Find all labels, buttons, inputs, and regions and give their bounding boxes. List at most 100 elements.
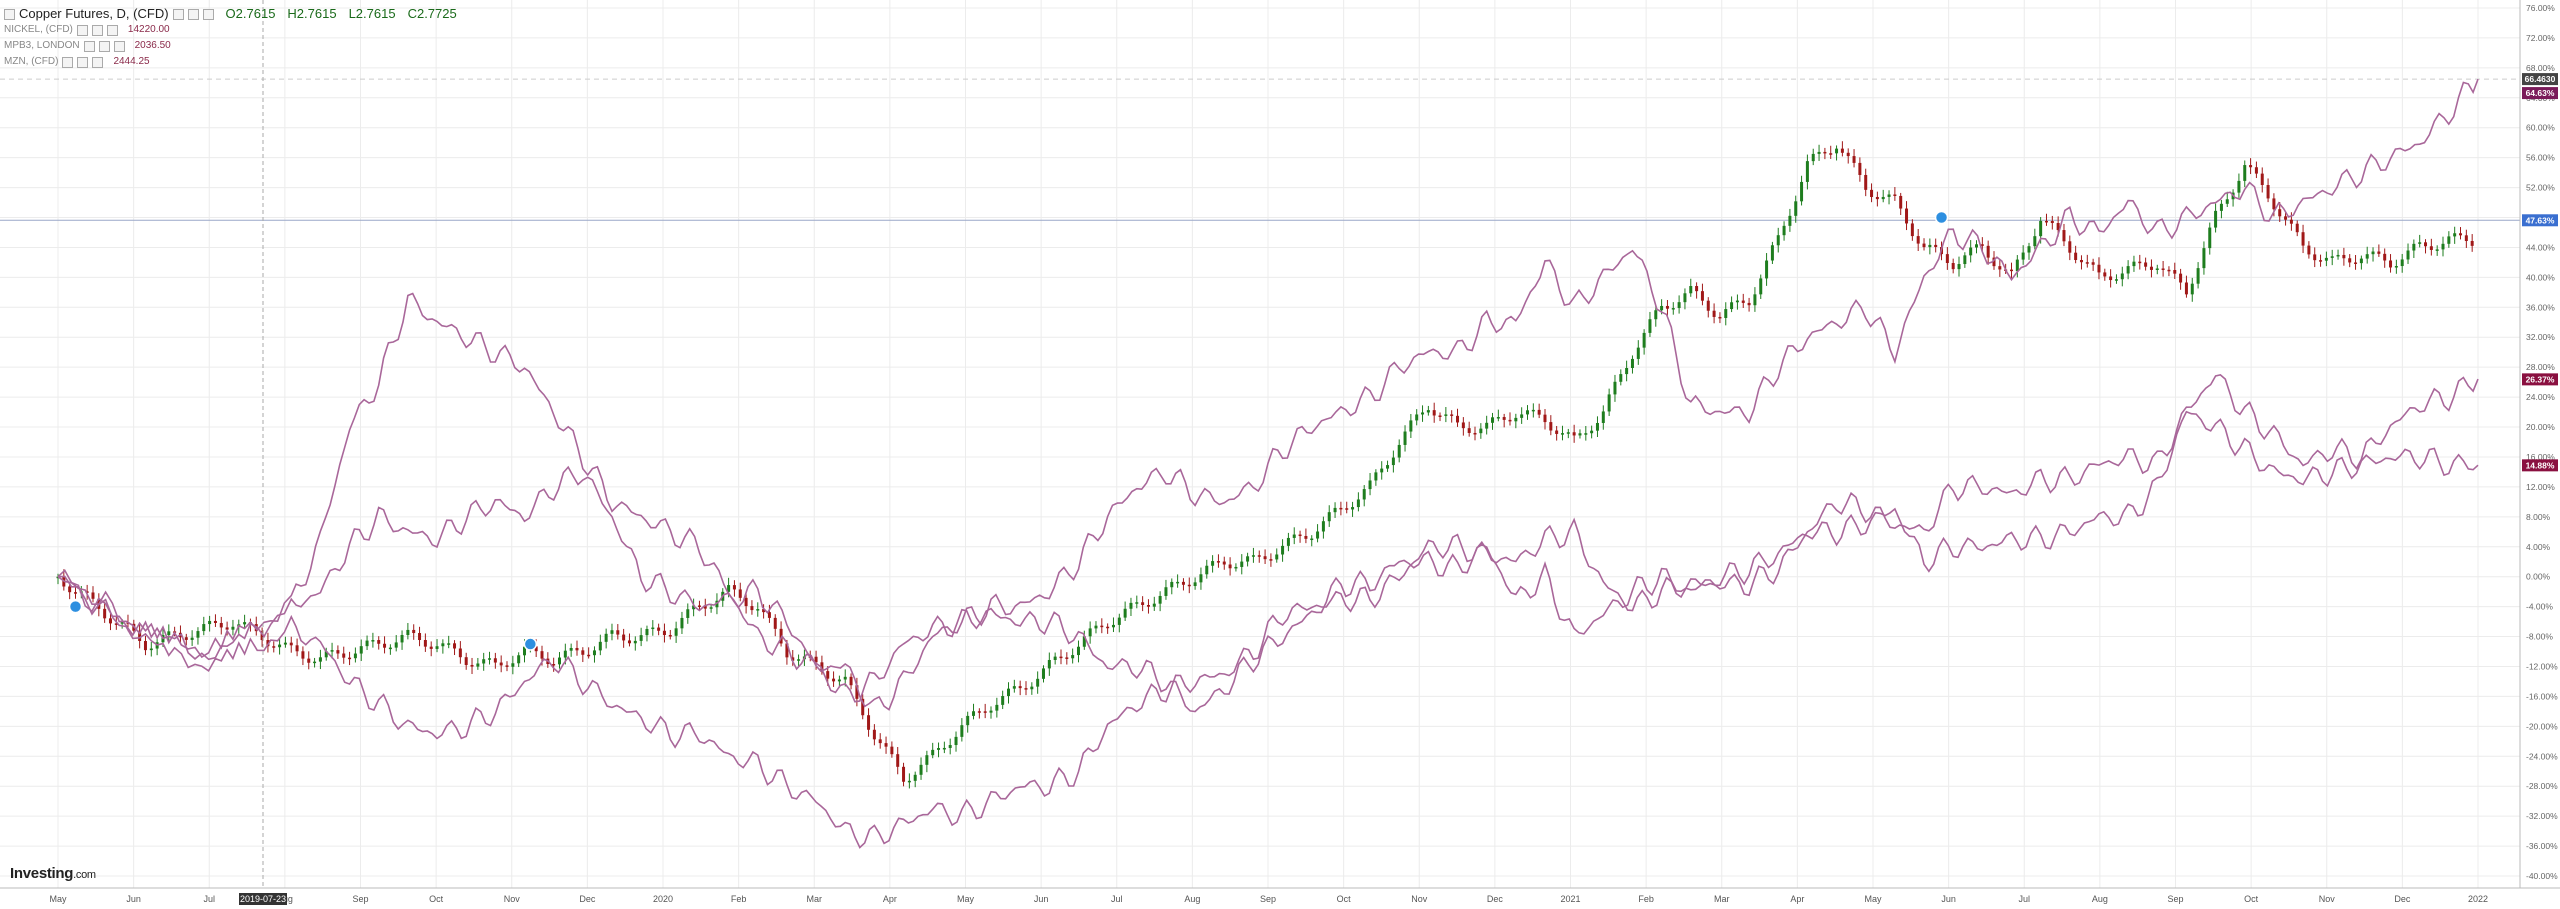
candle-body xyxy=(1450,414,1454,416)
x-tick-label: May xyxy=(49,894,67,904)
price-badge xyxy=(2522,459,2558,472)
y-tick-label: -24.00% xyxy=(2526,751,2558,761)
candle-body xyxy=(1094,625,1098,629)
candle-body xyxy=(2330,256,2334,258)
x-tick-label: Dec xyxy=(579,894,596,904)
candle-body xyxy=(1648,319,1652,333)
candle-body xyxy=(1496,417,1500,419)
candle-body xyxy=(1240,561,1244,567)
candle-body xyxy=(896,754,900,767)
candle-body xyxy=(1875,196,1879,200)
crosshair-date-label: 2019-07-23 xyxy=(240,894,286,904)
candle-body xyxy=(1916,236,1920,244)
candle-body xyxy=(2120,273,2124,280)
y-tick-label: 68.00% xyxy=(2526,63,2555,73)
candle-body xyxy=(1205,565,1209,575)
candle-body xyxy=(511,663,515,667)
candle-body xyxy=(2249,165,2253,168)
y-tick-label: 60.00% xyxy=(2526,123,2555,133)
candle-body xyxy=(458,648,462,658)
hide-icon[interactable] xyxy=(91,24,103,36)
candle-body xyxy=(1642,332,1646,348)
candle-body xyxy=(103,608,107,619)
candle-body xyxy=(703,606,707,609)
price-badge-label: 66.4630 xyxy=(2525,74,2556,84)
legend-overlay-row[interactable]: NICKEL, (CFD) 14220.00 xyxy=(4,22,457,38)
candle-body xyxy=(2068,241,2072,253)
candle-body xyxy=(1146,605,1150,607)
hide-icon[interactable] xyxy=(77,56,89,68)
y-tick-label: 40.00% xyxy=(2526,272,2555,282)
candle-body xyxy=(1753,294,1757,306)
series-layer xyxy=(56,78,2479,849)
candle-body xyxy=(1123,608,1127,618)
candle-body xyxy=(1158,595,1162,604)
candle-body xyxy=(2459,233,2463,236)
x-tick-label: Oct xyxy=(2244,894,2259,904)
collapse-icon[interactable] xyxy=(4,8,15,20)
candle-body xyxy=(581,650,585,655)
close-icon[interactable] xyxy=(106,24,118,36)
candle-body xyxy=(832,678,836,682)
candle-body xyxy=(1508,419,1512,422)
close-icon[interactable] xyxy=(92,56,104,68)
legend-overlay-row[interactable]: MPB3, LONDON 2036.50 xyxy=(4,38,457,54)
candle-body xyxy=(1864,174,1868,190)
candle-body xyxy=(1368,480,1372,490)
candle-body xyxy=(913,774,917,781)
legend-main-row[interactable]: Copper Futures, D, (CFD) O2.7615 H2.7615… xyxy=(4,6,457,22)
legend: Copper Futures, D, (CFD) O2.7615 H2.7615… xyxy=(4,6,457,70)
candle-body xyxy=(1555,430,1559,434)
candle-body xyxy=(2149,266,2153,270)
candle-body xyxy=(418,633,422,641)
settings-icon[interactable] xyxy=(62,56,74,68)
candle-body xyxy=(1835,148,1839,154)
candle-body xyxy=(2039,220,2043,237)
candle-body xyxy=(2301,232,2305,246)
candle-body xyxy=(1584,433,1588,435)
candle-body xyxy=(1566,432,1570,434)
x-tick-label: 2021 xyxy=(1560,894,1580,904)
candle-body xyxy=(995,704,999,711)
candle-body xyxy=(476,663,480,667)
hide-icon[interactable] xyxy=(98,40,110,52)
candle-body xyxy=(1082,636,1086,647)
candle-body xyxy=(960,725,964,737)
candle-body xyxy=(2097,264,2101,273)
settings-icon[interactable] xyxy=(172,8,184,20)
candle-body xyxy=(715,600,719,608)
candle-body xyxy=(575,647,579,651)
candle-body xyxy=(1741,300,1745,303)
candle-body xyxy=(2453,233,2457,237)
ohlc-low: L2.7615 xyxy=(348,6,396,21)
close-icon[interactable] xyxy=(202,8,214,20)
candle-body xyxy=(412,629,416,634)
legend-overlay-row[interactable]: MZN, (CFD) 2444.25 xyxy=(4,54,457,70)
settings-icon[interactable] xyxy=(83,40,95,52)
candle-body xyxy=(1339,507,1343,510)
candle-body xyxy=(2103,272,2107,277)
logo-brand: Investing xyxy=(10,865,74,882)
candle-body xyxy=(1531,409,1535,412)
candle-body xyxy=(1216,561,1220,563)
candle-body xyxy=(627,640,631,644)
candle-body xyxy=(2365,254,2369,259)
candle-body xyxy=(2389,260,2393,268)
candle-body xyxy=(1187,584,1191,587)
candle-body xyxy=(1747,302,1751,306)
x-tick-label: Feb xyxy=(731,894,747,904)
candle-body xyxy=(2190,283,2194,295)
candle-body xyxy=(902,766,906,782)
settings-icon[interactable] xyxy=(76,24,88,36)
hide-icon[interactable] xyxy=(187,8,199,20)
candle-body xyxy=(1683,293,1687,303)
close-icon[interactable] xyxy=(113,40,125,52)
candle-body xyxy=(1572,432,1576,436)
candle-body xyxy=(313,661,317,664)
candle-body xyxy=(1660,305,1664,311)
candle-body xyxy=(2447,236,2451,244)
candle-body xyxy=(1689,286,1693,294)
y-tick-label: 36.00% xyxy=(2526,302,2555,312)
candle-body xyxy=(2429,246,2433,250)
